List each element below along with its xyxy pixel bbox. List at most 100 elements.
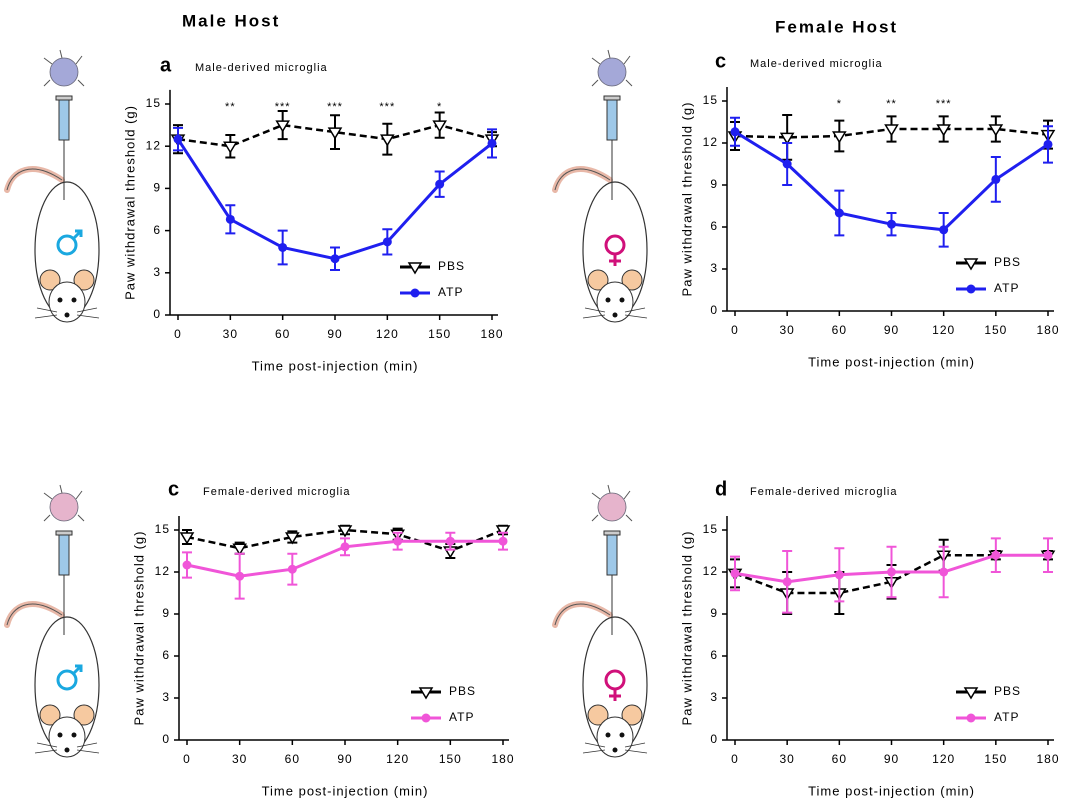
marker bbox=[991, 174, 1001, 184]
marker bbox=[834, 208, 844, 218]
processes bbox=[591, 49, 633, 87]
sex-symbol bbox=[56, 669, 78, 691]
y-tick-label: 3 bbox=[710, 261, 718, 275]
marker bbox=[1043, 550, 1053, 560]
y-tick-label: 6 bbox=[162, 648, 170, 662]
marker bbox=[225, 214, 235, 224]
microglia bbox=[597, 492, 627, 522]
x-tick-label: 90 bbox=[327, 327, 342, 341]
nose bbox=[64, 747, 70, 753]
marker bbox=[730, 127, 740, 137]
marker bbox=[285, 532, 300, 545]
nose bbox=[64, 312, 70, 318]
marker bbox=[173, 134, 183, 144]
x-tick-label: 60 bbox=[285, 752, 300, 766]
head bbox=[596, 281, 634, 323]
panel-title: Female-derived microglia bbox=[750, 486, 898, 498]
x-axis-label: Time post-injection (min) bbox=[808, 354, 975, 369]
whiskers bbox=[34, 307, 100, 319]
y-tick-label: 3 bbox=[153, 265, 161, 279]
whiskers bbox=[582, 307, 648, 319]
tail-outline bbox=[554, 603, 611, 626]
marker bbox=[498, 536, 508, 546]
marker bbox=[278, 242, 288, 252]
y-tick-label: 9 bbox=[153, 181, 161, 195]
ear bbox=[587, 269, 609, 291]
eye bbox=[71, 297, 77, 303]
marker bbox=[232, 543, 247, 556]
mouse-icon bbox=[552, 49, 648, 323]
marker bbox=[495, 525, 511, 538]
syringe bbox=[606, 99, 618, 141]
x-tick-label: 30 bbox=[779, 323, 794, 337]
marker bbox=[963, 687, 979, 700]
marker bbox=[340, 542, 350, 552]
x-tick-label: 30 bbox=[232, 752, 247, 766]
marker bbox=[939, 567, 949, 577]
marker bbox=[287, 564, 297, 574]
y-tick-label: 9 bbox=[710, 177, 718, 191]
significance: *** bbox=[327, 101, 343, 113]
syringe bbox=[58, 99, 70, 141]
marker bbox=[988, 124, 1004, 137]
eye bbox=[57, 297, 63, 303]
y-tick-label: 9 bbox=[162, 606, 170, 620]
y-tick-label: 6 bbox=[153, 223, 161, 237]
panel-title: Male-derived microglia bbox=[195, 62, 328, 74]
x-tick-label: 60 bbox=[832, 323, 847, 337]
y-tick-label: 12 bbox=[146, 138, 161, 152]
y-axis-label: Paw withdrawal threshold (g) bbox=[679, 102, 694, 297]
y-tick-label: 0 bbox=[153, 307, 161, 321]
panel-title: Male-derived microglia bbox=[750, 58, 883, 70]
sex-symbol bbox=[609, 689, 621, 701]
significance: * bbox=[837, 98, 842, 110]
significance: * bbox=[437, 101, 442, 113]
marker bbox=[884, 124, 899, 137]
eye bbox=[619, 297, 625, 303]
eye bbox=[605, 297, 611, 303]
marker bbox=[410, 288, 420, 298]
significance: *** bbox=[379, 101, 395, 113]
panel-title: Female-derived microglia bbox=[203, 486, 351, 498]
marker bbox=[1043, 139, 1053, 149]
marker bbox=[966, 713, 976, 723]
tail bbox=[552, 601, 613, 628]
column-header: Male Host bbox=[182, 11, 280, 30]
sex-symbol bbox=[56, 234, 78, 256]
marker bbox=[887, 567, 896, 577]
marker bbox=[730, 568, 740, 578]
marker bbox=[418, 687, 434, 700]
marker bbox=[235, 571, 245, 581]
marker bbox=[779, 132, 795, 145]
marker bbox=[445, 536, 455, 546]
panel-label: d bbox=[715, 478, 727, 500]
y-tick-label: 12 bbox=[703, 564, 718, 578]
y-axis-label: Paw withdrawal threshold (g) bbox=[131, 531, 146, 726]
x-tick-label: 120 bbox=[386, 752, 409, 766]
x-axis-label: Time post-injection (min) bbox=[808, 783, 975, 798]
marker bbox=[432, 120, 447, 133]
marker bbox=[991, 550, 1001, 560]
eye bbox=[71, 732, 77, 738]
marker bbox=[337, 525, 353, 538]
tail bbox=[552, 166, 613, 193]
marker bbox=[832, 131, 847, 144]
marker bbox=[223, 141, 238, 154]
x-tick-label: 150 bbox=[439, 752, 462, 766]
x-tick-label: 180 bbox=[1036, 752, 1059, 766]
y-axis-label: Paw withdrawal threshold (g) bbox=[122, 105, 137, 300]
x-tick-label: 150 bbox=[428, 327, 451, 341]
eye bbox=[57, 732, 63, 738]
tail bbox=[4, 601, 65, 628]
eye bbox=[605, 732, 611, 738]
syringe bbox=[606, 534, 618, 576]
legend-label: ATP bbox=[449, 710, 474, 724]
mouse-icon bbox=[4, 484, 100, 758]
x-tick-label: 30 bbox=[223, 327, 238, 341]
syringe-cap bbox=[603, 530, 621, 536]
y-tick-label: 0 bbox=[710, 303, 718, 317]
marker bbox=[936, 124, 951, 137]
sex-symbol bbox=[71, 229, 83, 241]
legend-label: PBS bbox=[994, 684, 1021, 698]
